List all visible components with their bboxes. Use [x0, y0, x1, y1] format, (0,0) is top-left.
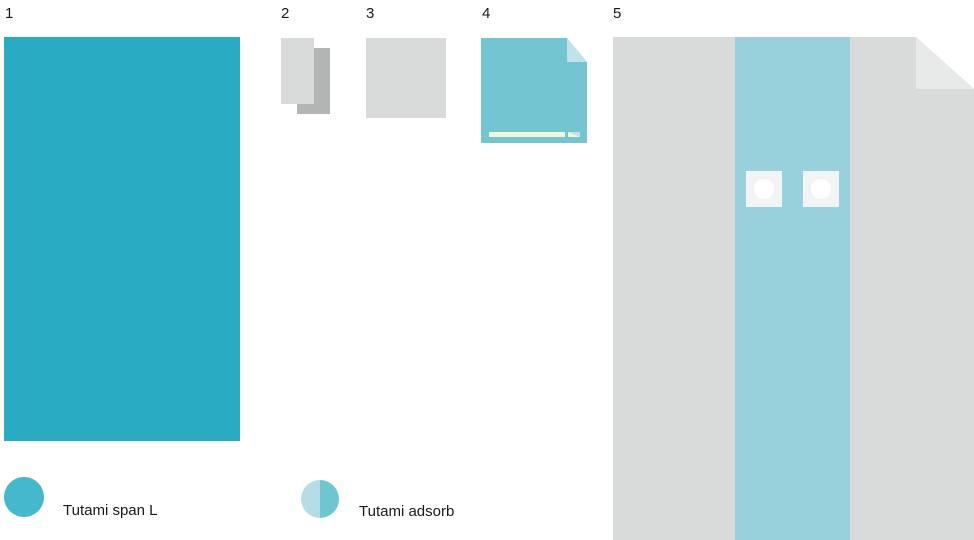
item-number-1: 1 — [5, 5, 14, 22]
item-4-adhesive-strip — [489, 132, 565, 137]
legend-span-l-icon — [4, 477, 44, 517]
item-number-5: 5 — [613, 5, 622, 22]
item-5-drape — [613, 37, 974, 540]
item-4-pad-body — [481, 38, 587, 143]
item-4-adsorb-pad — [481, 38, 587, 143]
legend-span-l-label: Tutami span L — [63, 502, 158, 519]
legend-adsorb-icon — [301, 480, 339, 518]
legend-adsorb-label: Tutami adsorb — [359, 503, 455, 520]
item-3-square-pad — [366, 38, 446, 118]
item-5-port-right — [803, 171, 839, 207]
item-number-2: 2 — [281, 5, 290, 22]
item-5-port-left — [746, 171, 782, 207]
item-2-pad-front — [281, 38, 314, 104]
item-number-3: 3 — [366, 5, 375, 22]
item-4-folded-corner — [567, 38, 587, 62]
item-1-span-sheet — [4, 37, 240, 441]
item-5-folded-corner — [916, 37, 974, 89]
item-number-4: 4 — [482, 5, 491, 22]
item-5-center-strip — [735, 37, 850, 540]
item-4-tab-fold — [568, 132, 580, 137]
